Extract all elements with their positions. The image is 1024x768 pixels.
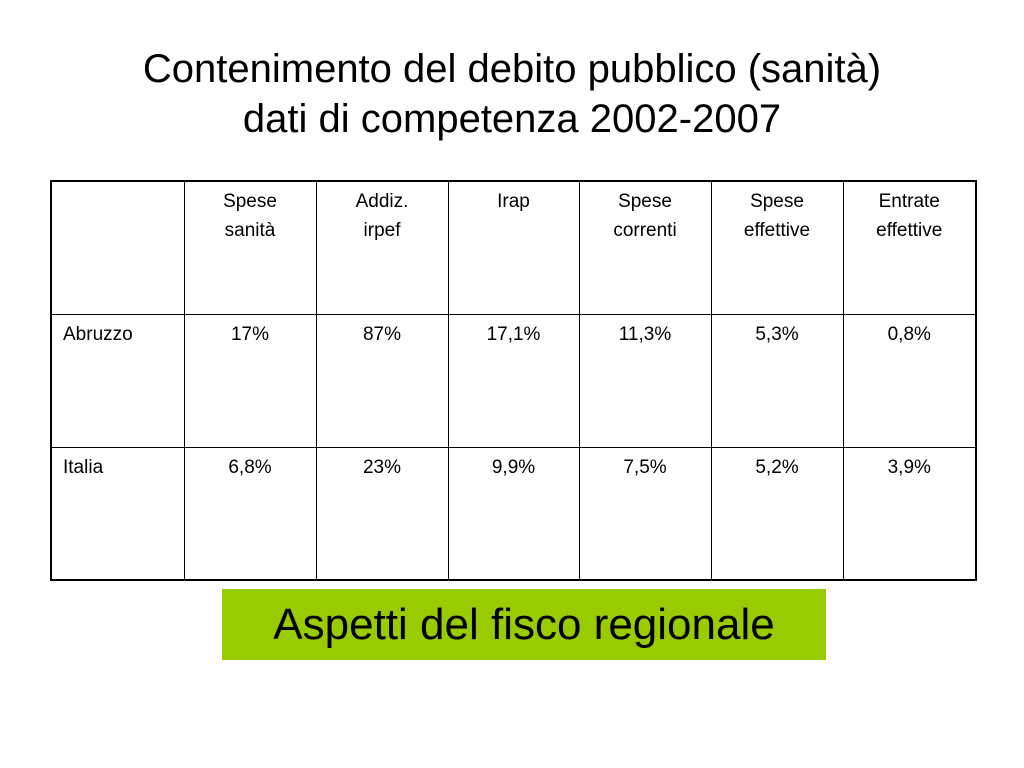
table-header-row: Spese sanità Addiz. irpef Irap Spese cor… (50, 180, 977, 315)
table-header-entrate-effettive: Entrate effettive (842, 180, 977, 315)
table-cell: 23% (315, 446, 449, 581)
header-text: Irap (497, 191, 530, 212)
table-cell: 5,2% (710, 446, 844, 581)
header-text: Spese (750, 191, 804, 212)
table-cell: 7,5% (578, 446, 712, 581)
header-text: effettive (743, 220, 811, 241)
table-row-abruzzo: Abruzzo 17% 87% 17,1% 11,3% 5,3% 0,8% (50, 313, 977, 448)
row-label: Abruzzo (50, 313, 185, 448)
table-cell: 87% (315, 313, 449, 448)
table-cell: 5,3% (710, 313, 844, 448)
table-cell: 17% (183, 313, 317, 448)
table-header-corner (50, 180, 185, 315)
table-cell: 0,8% (842, 313, 977, 448)
slide-title-line-2: dati di competenza 2002-2007 (242, 97, 782, 141)
row-label: Italia (50, 446, 185, 581)
table-header-spese-effettive: Spese effettive (710, 180, 844, 315)
header-text: effettive (876, 220, 943, 241)
slide-title-line-1: Contenimento del debito pubblico (sanità… (142, 47, 882, 91)
table-header-spese-sanita: Spese sanità (183, 180, 317, 315)
table-cell: 11,3% (578, 313, 712, 448)
table-cell: 6,8% (183, 446, 317, 581)
table-cell: 3,9% (842, 446, 977, 581)
table-row-italia: Italia 6,8% 23% 9,9% 7,5% 5,2% 3,9% (50, 446, 977, 581)
table-header-addiz-irpef: Addiz. irpef (315, 180, 449, 315)
footer-label: Aspetti del fisco regionale (222, 589, 826, 660)
header-text: correnti (613, 220, 677, 241)
table-header-irap: Irap (447, 180, 580, 315)
data-table: Spese sanità Addiz. irpef Irap Spese cor… (50, 180, 977, 581)
table-header-spese-correnti: Spese correnti (578, 180, 712, 315)
table-cell: 9,9% (447, 446, 580, 581)
table-cell: 17,1% (447, 313, 580, 448)
header-text: sanità (224, 220, 276, 241)
header-text: Spese (618, 191, 672, 212)
header-text: Entrate (878, 191, 940, 212)
header-text: irpef (363, 220, 401, 241)
slide-title: Contenimento del debito pubblico (sanità… (0, 44, 1024, 144)
header-text: Spese (223, 191, 277, 212)
header-text: Addiz. (355, 191, 409, 212)
